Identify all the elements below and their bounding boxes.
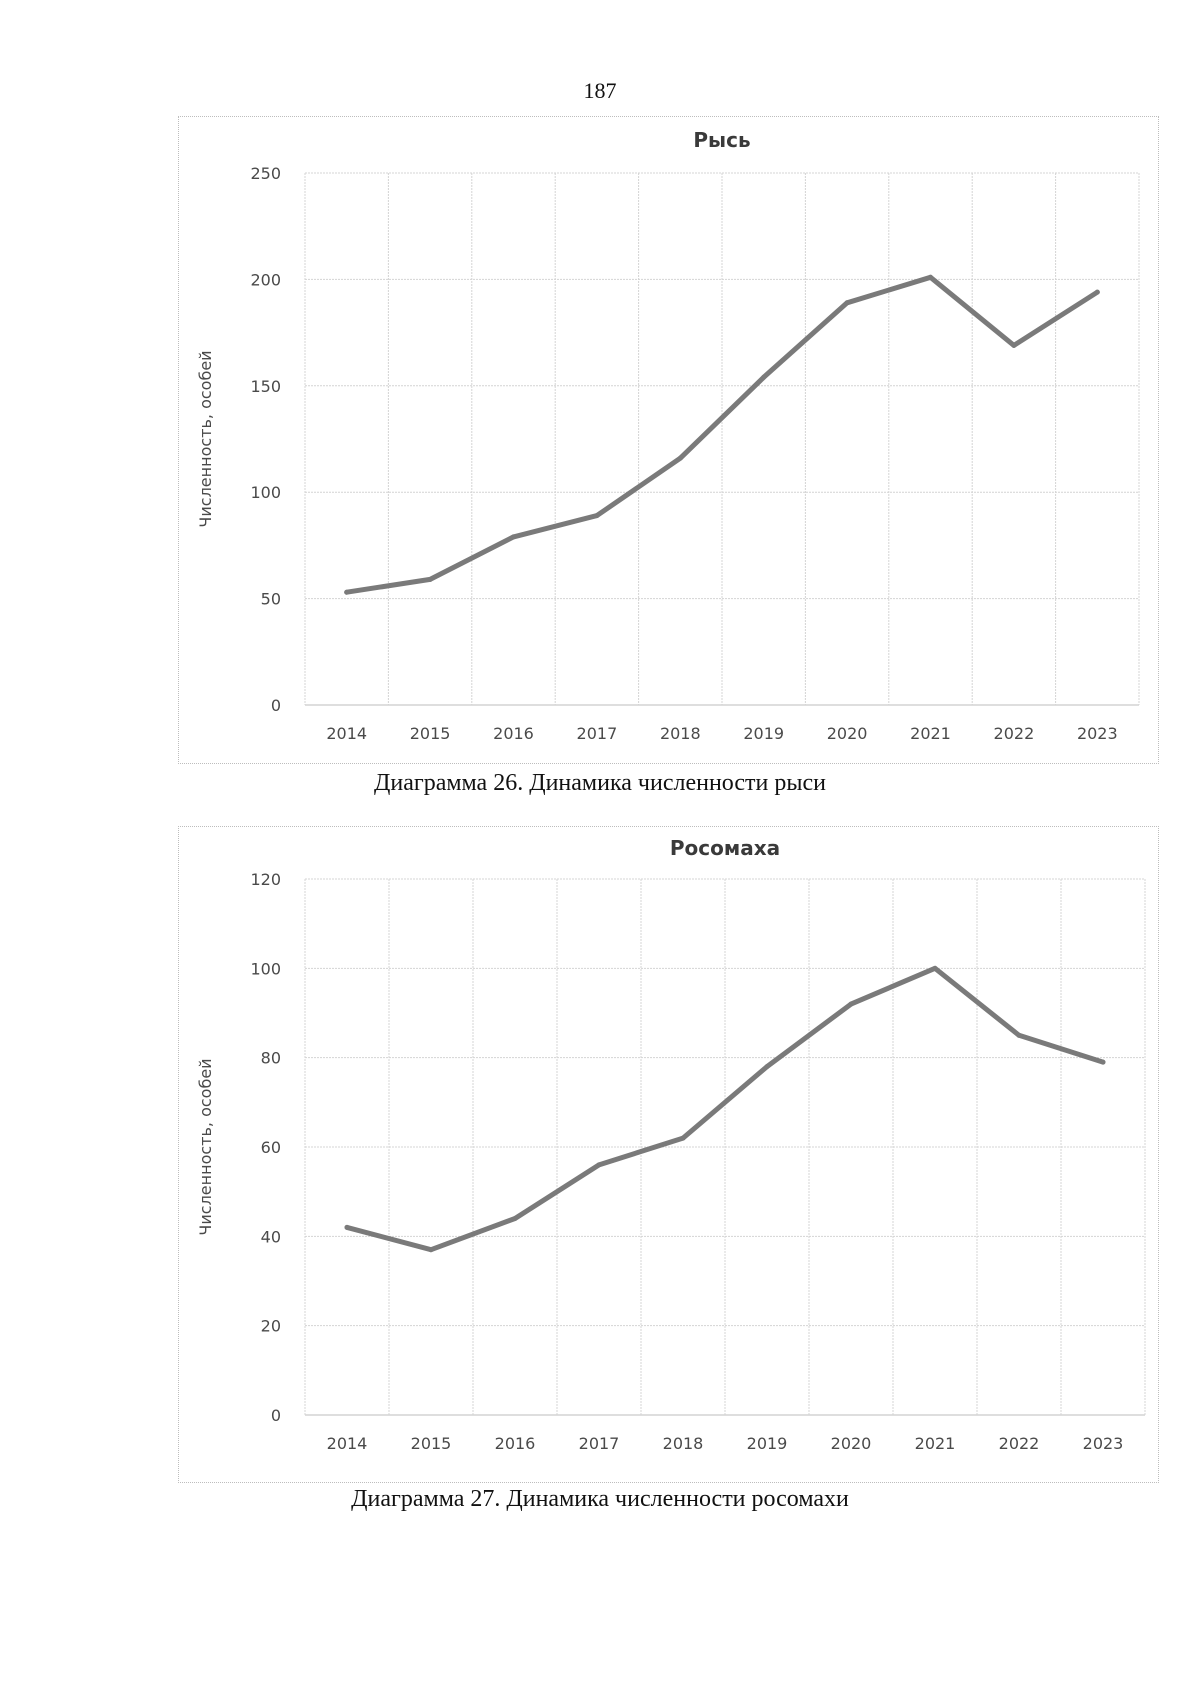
x-tick-label: 2018	[663, 1434, 704, 1453]
x-tick-label: 2023	[1083, 1434, 1124, 1453]
y-tick-label: 0	[271, 1406, 281, 1425]
chart-title: Рысь	[693, 128, 750, 152]
x-tick-label: 2020	[827, 724, 868, 743]
data-point	[427, 576, 433, 582]
chart-lynx: Рысь Численность, особей 0 50 100 150 200 250 20…	[196, 128, 1140, 743]
y-tick-label: 50	[261, 590, 281, 609]
x-tick-label: 2014	[327, 1434, 368, 1453]
x-tick-label: 2022	[994, 724, 1035, 743]
x-tick-label: 2023	[1077, 724, 1118, 743]
y-tick-label: 250	[250, 164, 281, 183]
data-point	[428, 1247, 434, 1253]
y-tick-label: 40	[261, 1227, 281, 1246]
series-line-lynx	[344, 274, 1100, 595]
page-number: 187	[583, 78, 617, 103]
data-point	[844, 300, 850, 306]
x-tick-label: 2017	[577, 724, 618, 743]
data-point	[677, 455, 683, 461]
data-point	[761, 374, 767, 380]
x-tick-label: 2019	[743, 724, 784, 743]
x-tick-label: 2016	[493, 724, 534, 743]
y-tick-label: 100	[250, 959, 281, 978]
data-point	[512, 1215, 518, 1221]
data-point	[928, 274, 933, 280]
data-point	[594, 513, 600, 519]
x-tick-label: 2014	[326, 724, 367, 743]
data-point	[1100, 1059, 1106, 1065]
y-axis-label: Численность, особей	[196, 1058, 215, 1235]
x-tick-label: 2018	[660, 724, 701, 743]
x-tick-label: 2015	[410, 724, 451, 743]
x-tick-label: 2022	[999, 1434, 1040, 1453]
y-tick-label: 100	[250, 483, 281, 502]
y-tick-label: 120	[250, 870, 281, 889]
y-axis-label: Численность, особей	[196, 350, 215, 527]
x-tick-label: 2017	[579, 1434, 620, 1453]
y-tick-label: 150	[250, 377, 281, 396]
data-point	[344, 589, 350, 595]
y-tick-label: 200	[250, 270, 281, 289]
y-tick-label: 60	[261, 1138, 281, 1157]
x-tick-label: 2020	[831, 1434, 872, 1453]
data-point	[932, 965, 938, 971]
chart-panel-wolverine: Росомаха Численность, особей 0 20 40 60 80 100 1…	[178, 826, 1159, 1483]
data-point	[680, 1135, 686, 1141]
y-tick-label: 80	[261, 1049, 281, 1068]
chart-wolverine: Росомаха Численность, особей 0 20 40 60 80 100 1…	[196, 836, 1146, 1453]
data-point	[848, 1001, 854, 1007]
y-tick-label: 0	[271, 696, 281, 715]
series-line-wolverine	[344, 965, 1106, 1253]
x-tick-label: 2021	[910, 724, 951, 743]
x-tick-label: 2016	[495, 1434, 536, 1453]
y-tick-label: 20	[261, 1317, 281, 1336]
data-point	[764, 1064, 770, 1070]
data-point	[1011, 342, 1017, 348]
data-point	[596, 1162, 602, 1168]
chart-panel-lynx: Рысь Численность, особей 0 50 100 150 200 250 20…	[178, 116, 1159, 764]
data-point	[511, 534, 516, 540]
data-point	[344, 1224, 350, 1230]
x-tick-label: 2021	[915, 1434, 956, 1453]
data-point	[1016, 1032, 1022, 1038]
x-tick-label: 2019	[747, 1434, 788, 1453]
data-point	[1094, 289, 1100, 295]
chart-title: Росомаха	[670, 836, 780, 860]
chart-caption-wolverine: Диаграмма 27. Динамика численности росом…	[351, 1486, 849, 1512]
chart-caption-lynx: Диаграмма 26. Динамика численности рыси	[373, 770, 826, 796]
x-tick-label: 2015	[411, 1434, 452, 1453]
